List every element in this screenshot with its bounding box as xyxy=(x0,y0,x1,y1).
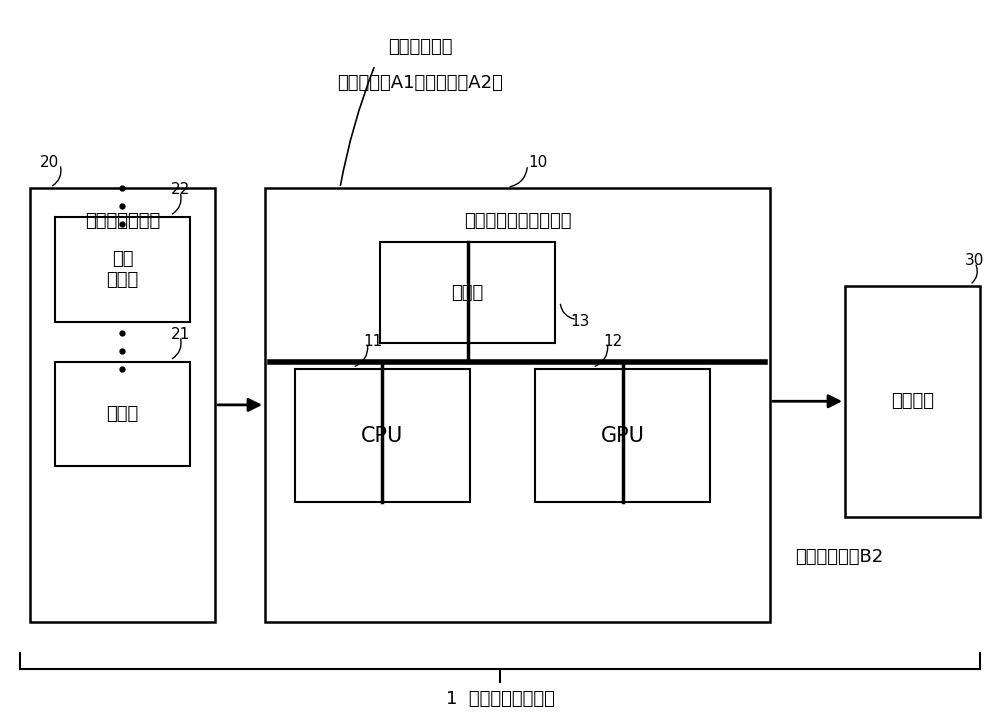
Text: CPU: CPU xyxy=(361,426,404,445)
Text: 10: 10 xyxy=(528,155,547,170)
Text: 21: 21 xyxy=(170,327,190,341)
Text: 11: 11 xyxy=(363,334,382,348)
Text: 进深
检测部: 进深 检测部 xyxy=(106,250,139,288)
Bar xyxy=(55,217,190,322)
Text: 真实空间信息: 真实空间信息 xyxy=(388,38,452,56)
Bar xyxy=(295,369,470,502)
Text: 20: 20 xyxy=(40,155,59,170)
Text: 摄像部: 摄像部 xyxy=(106,405,139,423)
Text: 30: 30 xyxy=(965,253,985,268)
Text: （图像信息A1、进深信息A2）: （图像信息A1、进深信息A2） xyxy=(337,74,503,92)
Bar xyxy=(535,369,710,502)
Text: 显示图像信息B2: 显示图像信息B2 xyxy=(795,548,883,565)
Text: 13: 13 xyxy=(570,315,590,329)
Text: 1  虚拟物体显示系统: 1 虚拟物体显示系统 xyxy=(446,690,554,708)
Text: 空间信息取得部: 空间信息取得部 xyxy=(85,212,160,229)
Text: 22: 22 xyxy=(170,182,190,197)
Text: GPU: GPU xyxy=(600,426,644,445)
Bar xyxy=(845,286,980,517)
Bar xyxy=(30,188,215,622)
Bar xyxy=(265,188,770,622)
Text: 虚拟物体显示控制装置: 虚拟物体显示控制装置 xyxy=(464,212,571,229)
Text: 存储器: 存储器 xyxy=(451,284,484,301)
Bar xyxy=(380,242,555,343)
Text: 12: 12 xyxy=(603,334,622,348)
Text: 显示装置: 显示装置 xyxy=(891,393,934,410)
Bar xyxy=(55,362,190,466)
